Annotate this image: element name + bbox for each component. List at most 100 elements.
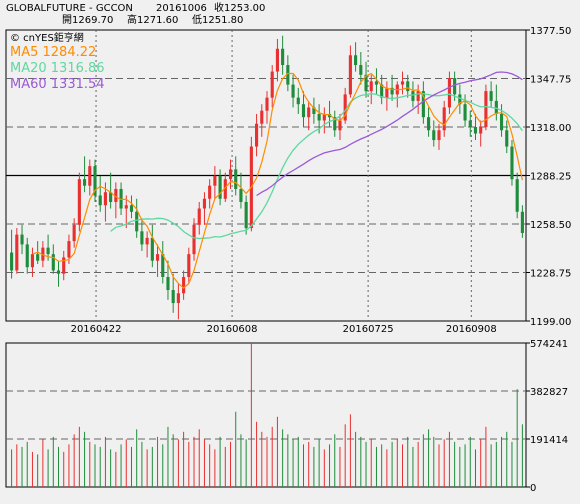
candle-body (458, 94, 462, 105)
candle-body (135, 211, 139, 232)
header-close: 收1253.00 (214, 1, 265, 14)
candle-body (25, 244, 29, 268)
candle-body (333, 117, 337, 131)
candle-body (505, 130, 509, 147)
candle-body (442, 107, 446, 131)
candle-body (380, 84, 384, 98)
candle-body (322, 113, 326, 121)
candle-body (385, 87, 389, 98)
x-tick-label: 20160908 (446, 324, 497, 335)
header-low: 低1251.80 (192, 13, 243, 26)
candle-body (301, 104, 306, 118)
candle-body (244, 201, 248, 229)
candle-body (103, 192, 107, 206)
candle-body (255, 123, 259, 147)
candle-body (275, 48, 279, 72)
candle-body (484, 91, 488, 127)
candle-body (270, 71, 274, 98)
candle-body (30, 254, 35, 268)
candle-body (192, 224, 196, 255)
candle-body (145, 237, 149, 245)
candle-body (15, 234, 19, 271)
candle-body (161, 254, 165, 277)
candle-body (468, 120, 472, 127)
price-tick-label: 1347.75 (530, 75, 571, 86)
volume-tick-label: 382827 (530, 387, 568, 398)
candle-body (218, 175, 222, 199)
candle-body (202, 198, 207, 209)
candle-body (520, 211, 524, 233)
header-date: 20161006 (156, 3, 207, 14)
header-open: 開1269.70 (62, 14, 113, 26)
candle-body (281, 48, 285, 66)
x-tick-label: 20160608 (207, 324, 258, 335)
candle-body (343, 94, 347, 121)
candle-body (453, 78, 457, 95)
candle-body (494, 100, 498, 114)
candle-body (62, 257, 66, 274)
ma20-line (110, 93, 523, 240)
candle-body (312, 107, 316, 114)
candle-body (67, 241, 71, 258)
price-tick-label: 1228.75 (530, 269, 571, 280)
candle-body (437, 130, 441, 141)
candle-body (348, 55, 352, 95)
candle-body (20, 234, 24, 245)
candle-body (510, 146, 514, 180)
candle-body (228, 169, 233, 180)
candle-body (515, 179, 519, 212)
candle-body (197, 208, 201, 225)
candle-body (83, 179, 87, 186)
candle-body (307, 107, 311, 118)
candle-body (421, 91, 425, 118)
candle-body (432, 130, 436, 141)
candle-body (166, 276, 170, 291)
x-tick-label: 20160422 (71, 324, 122, 335)
candle-body (51, 254, 55, 271)
candle-body (359, 65, 363, 75)
candle-body (416, 91, 420, 101)
volume-panel (5, 342, 527, 488)
candle-body (93, 166, 97, 196)
candle-body (479, 127, 483, 134)
candle-body (109, 192, 113, 202)
candle-body (354, 55, 358, 66)
price-tick-label: 1258.50 (530, 220, 571, 231)
candle-body (124, 205, 128, 209)
x-tick-label: 20160725 (343, 324, 394, 335)
candle-body (114, 188, 118, 202)
candle-body (286, 65, 290, 85)
candle-body (447, 78, 451, 108)
candle-body (56, 270, 61, 274)
candle-body (400, 81, 405, 85)
candle-body (364, 74, 368, 92)
candle-body (499, 113, 504, 131)
candle-body (239, 188, 243, 202)
candle-body (171, 290, 175, 304)
ma5-line (32, 72, 523, 289)
price-tick-label: 1288.25 (530, 172, 571, 183)
candle-body (411, 91, 415, 101)
candle-body (296, 97, 300, 105)
candle-body (327, 113, 332, 118)
candle-body (176, 293, 180, 304)
header-symbol: GLOBALFUTURE - GCCON (6, 3, 133, 14)
candle-body (150, 237, 154, 261)
candle-body (223, 179, 227, 199)
candle-body (291, 84, 295, 98)
price-tick-label: 1199.00 (530, 317, 571, 328)
watermark: © cnYES鉅亨網 (10, 31, 84, 44)
legend-ma5: MA5 1284.22 (10, 45, 96, 60)
candle-body (390, 87, 394, 95)
volume-tick-label: 0 (530, 483, 536, 494)
candle-body (374, 81, 379, 85)
candle-body (182, 276, 186, 294)
legend-ma20: MA20 1316.86 (10, 61, 105, 76)
candle-body (489, 91, 493, 101)
candle-body (36, 254, 40, 261)
candle-body (88, 166, 92, 186)
candle-body (187, 254, 191, 277)
candle-body (317, 113, 321, 121)
candle-body (140, 231, 144, 245)
